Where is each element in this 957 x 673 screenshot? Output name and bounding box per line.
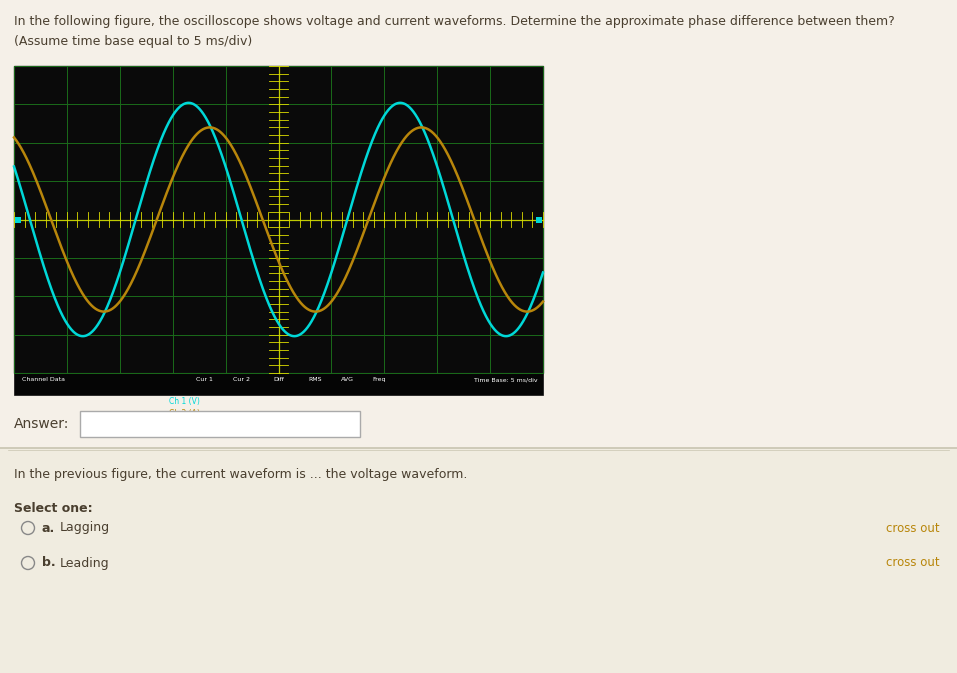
Text: Cur 2: Cur 2 bbox=[233, 377, 250, 382]
Text: (Assume time base equal to 5 ms/div): (Assume time base equal to 5 ms/div) bbox=[14, 35, 253, 48]
Bar bbox=[14, 66, 543, 373]
Text: Ch 2 (A): Ch 2 (A) bbox=[169, 409, 200, 418]
Bar bbox=[15, 217, 21, 223]
Text: cross out: cross out bbox=[886, 557, 940, 569]
Text: b.: b. bbox=[42, 557, 56, 569]
Text: cross out: cross out bbox=[886, 522, 940, 534]
Text: AVG: AVG bbox=[341, 377, 354, 382]
Bar bbox=[80, 411, 360, 437]
Text: RMS: RMS bbox=[309, 377, 323, 382]
Text: Diff: Diff bbox=[273, 377, 284, 382]
Bar bbox=[0, 448, 957, 673]
Bar bbox=[14, 373, 543, 395]
Text: Select one:: Select one: bbox=[14, 502, 93, 515]
Text: In the following figure, the oscilloscope shows voltage and current waveforms. D: In the following figure, the oscilloscop… bbox=[14, 15, 895, 28]
Text: Leading: Leading bbox=[60, 557, 110, 569]
Text: Ch 1 (V): Ch 1 (V) bbox=[169, 397, 200, 406]
Text: a.: a. bbox=[42, 522, 56, 534]
Text: Cur 1: Cur 1 bbox=[196, 377, 212, 382]
Text: In the previous figure, the current waveform is ... the voltage waveform.: In the previous figure, the current wave… bbox=[14, 468, 467, 481]
Text: Answer:: Answer: bbox=[14, 417, 69, 431]
Text: Freq: Freq bbox=[372, 377, 386, 382]
Text: Lagging: Lagging bbox=[60, 522, 110, 534]
Text: Time Base: 5 ms/div: Time Base: 5 ms/div bbox=[475, 377, 538, 382]
Text: Channel Data: Channel Data bbox=[22, 377, 65, 382]
Circle shape bbox=[21, 557, 34, 569]
Bar bbox=[536, 217, 542, 223]
Bar bbox=[0, 0, 957, 448]
Circle shape bbox=[21, 522, 34, 534]
